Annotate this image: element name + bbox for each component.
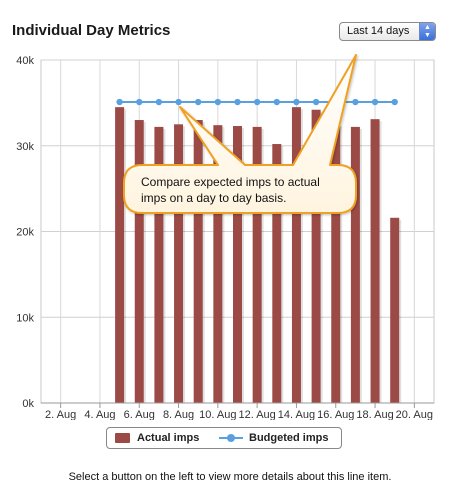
x-tick-label: 2. Aug [45,409,76,420]
budgeted-imps-point[interactable] [352,98,359,106]
bar-actual-imps[interactable] [291,107,301,403]
budgeted-imps-point[interactable] [195,98,202,106]
chart-legend: Actual imps Budgeted imps [106,427,342,449]
bar-actual-imps[interactable] [193,120,203,404]
date-range-select[interactable]: Last 14 days ▲ ▼ [339,22,436,41]
bar-actual-imps[interactable] [331,124,341,403]
y-tick-label: 0k [22,398,34,410]
y-tick-label: 20k [16,227,34,239]
bar-actual-imps[interactable] [134,120,144,404]
budgeted-imps-point[interactable] [312,98,320,106]
bar-actual-imps[interactable] [390,217,400,403]
callout-line-1: Compare expected imps to actual [141,175,320,189]
budgeted-imps-point[interactable] [136,98,143,106]
bar-actual-imps[interactable] [233,126,242,403]
chart-axes: 0k 10k 20k 30k 40k 2. Aug 4. Aug 6. Aug 8. Aug 10… [16,55,434,420]
x-tick-label: 10. Aug [199,409,236,420]
bar-actual-imps[interactable] [272,144,282,403]
budgeted-imps-point[interactable] [293,98,300,106]
budgeted-imps-point[interactable] [371,98,379,106]
x-tick-label: 14. Aug [278,409,315,420]
select-arrows-icon: ▲ ▼ [419,23,435,40]
bar-actual-imps[interactable] [311,109,321,404]
bar-actual-imps[interactable] [252,126,262,403]
legend-bar-swatch [115,433,130,443]
bar-actual-imps[interactable] [174,124,184,403]
date-range-value: Last 14 days [347,25,410,37]
budgeted-imps-point[interactable] [155,98,163,106]
budgeted-imps-point[interactable] [175,98,182,106]
callout-line-2: imps on a day to day basis. [141,191,286,205]
x-tick-label: 6. Aug [124,409,155,420]
bar-series [115,107,402,404]
x-tick-label: 18. Aug [356,409,393,420]
x-tick-label: 4. Aug [84,409,115,420]
x-tick-label: 20. Aug [396,409,433,420]
budgeted-imps-point[interactable] [273,98,280,106]
callout-shape [123,54,357,214]
y-tick-label: 10k [16,312,34,324]
legend-budgeted-label: Budgeted imps [249,432,329,444]
budgeted-imps-point[interactable] [214,98,222,106]
page-title: Individual Day Metrics [12,22,171,39]
x-tick-label: 16. Aug [317,409,354,420]
x-tick-label: 12. Aug [238,409,275,420]
bar-actual-imps[interactable] [115,107,125,403]
budgeted-imps-point[interactable] [234,98,241,106]
legend-item-budgeted[interactable]: Budgeted imps [219,428,339,448]
legend-item-actual[interactable]: Actual imps [115,428,219,448]
bar-actual-imps[interactable] [213,125,223,404]
budgeted-imps-point[interactable] [116,98,123,106]
y-tick-label: 30k [16,141,34,153]
footer-hint: Select a button on the left to view more… [68,471,392,483]
bar-actual-imps[interactable] [154,126,164,403]
bar-actual-imps[interactable] [350,126,360,403]
budgeted-imps-point[interactable] [253,98,261,106]
day-metrics-chart: 0k 10k 20k 30k 40k 2. Aug 4. Aug 6. Aug 8. Aug 10… [16,54,435,420]
bar-actual-imps[interactable] [370,119,380,403]
y-tick-label: 40k [16,55,34,67]
x-tick-label: 8. Aug [163,409,194,420]
callout-annotation: Compare expected imps to actual imps on … [123,54,357,214]
line-series [116,98,398,106]
legend-dot-swatch [227,434,235,442]
legend-actual-label: Actual imps [137,432,200,444]
budgeted-imps-point[interactable] [391,98,398,106]
